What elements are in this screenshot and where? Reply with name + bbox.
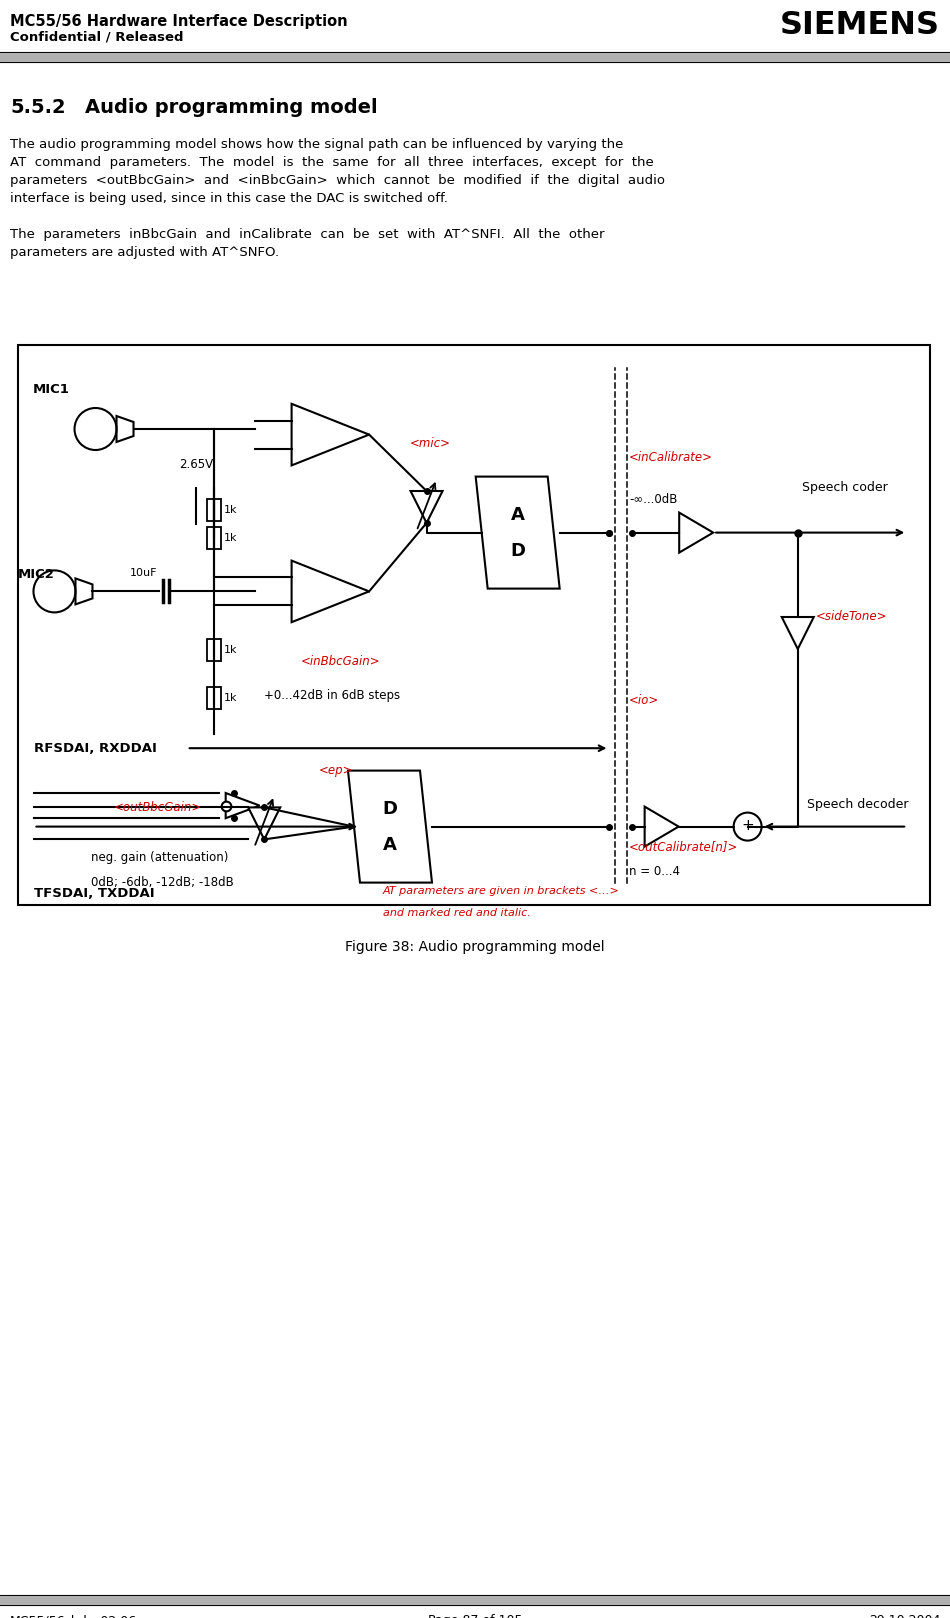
Polygon shape [782, 616, 814, 649]
Text: TFSDAI, TXDDAI: TFSDAI, TXDDAI [33, 887, 154, 900]
Text: D: D [383, 799, 397, 817]
Bar [207, 500, 221, 521]
Text: and marked red and italic.: and marked red and italic. [383, 908, 530, 919]
Text: Confidential / Released: Confidential / Released [10, 31, 183, 44]
Text: <outBbcGain>: <outBbcGain> [114, 801, 202, 814]
Text: Page 87 of 105: Page 87 of 105 [428, 1615, 522, 1618]
Bar [18, 345, 930, 904]
Text: Speech coder: Speech coder [803, 481, 888, 495]
Bar [0, 52, 950, 61]
Text: parameters are adjusted with AT^SNFO.: parameters are adjusted with AT^SNFO. [10, 246, 279, 259]
Text: 1k: 1k [224, 505, 238, 515]
Text: Audio programming model: Audio programming model [85, 99, 377, 116]
Text: AT  command  parameters.  The  model  is  the  same  for  all  three  interfaces: AT command parameters. The model is the … [10, 155, 654, 168]
Bar [207, 686, 221, 709]
Text: RFSDAI, RXDDAI: RFSDAI, RXDDAI [33, 741, 157, 754]
Polygon shape [226, 793, 259, 819]
Text: -∞...0dB: -∞...0dB [629, 492, 677, 505]
Text: interface is being used, since in this case the DAC is switched off.: interface is being used, since in this c… [10, 193, 447, 205]
Text: <outCalibrate[n]>: <outCalibrate[n]> [629, 840, 738, 853]
Text: AT parameters are given in brackets <…>: AT parameters are given in brackets <…> [383, 887, 619, 896]
Text: +0...42dB in 6dB steps: +0...42dB in 6dB steps [264, 689, 400, 702]
Text: Figure 38: Audio programming model: Figure 38: Audio programming model [345, 940, 605, 955]
Polygon shape [348, 770, 432, 882]
Polygon shape [645, 807, 678, 846]
Text: parameters  <outBbcGain>  and  <inBbcGain>  which  cannot  be  modified  if  the: parameters <outBbcGain> and <inBbcGain> … [10, 175, 665, 188]
Text: The  parameters  inBbcGain  and  inCalibrate  can  be  set  with  AT^SNFI.  All : The parameters inBbcGain and inCalibrate… [10, 228, 604, 241]
Text: MIC1: MIC1 [32, 383, 69, 396]
Text: <inCalibrate>: <inCalibrate> [629, 450, 713, 463]
Polygon shape [679, 513, 713, 553]
Text: 1k: 1k [224, 693, 238, 702]
Bar [207, 639, 221, 662]
Text: D: D [510, 542, 525, 560]
Text: 1k: 1k [224, 646, 238, 655]
Text: 29.10.2004: 29.10.2004 [868, 1615, 940, 1618]
Text: Speech decoder: Speech decoder [807, 798, 908, 811]
Text: 2.65V: 2.65V [179, 458, 213, 471]
Text: SIEMENS: SIEMENS [780, 10, 940, 40]
Polygon shape [248, 807, 280, 840]
Polygon shape [476, 477, 560, 589]
Text: <inBbcGain>: <inBbcGain> [301, 655, 380, 668]
Text: MC55/56_hd_v02.06: MC55/56_hd_v02.06 [10, 1615, 137, 1618]
Text: A: A [383, 835, 397, 854]
Text: <ep>: <ep> [319, 764, 353, 777]
Text: 5.5.2: 5.5.2 [10, 99, 66, 116]
Text: A: A [511, 505, 524, 524]
Text: <mic>: <mic> [410, 437, 451, 450]
Text: 10uF: 10uF [130, 568, 158, 578]
Text: neg. gain (attenuation): neg. gain (attenuation) [91, 851, 228, 864]
Polygon shape [410, 490, 443, 523]
Text: 0dB; -6db, -12dB; -18dB: 0dB; -6db, -12dB; -18dB [91, 875, 234, 890]
Text: 1k: 1k [224, 534, 238, 544]
Text: <io>: <io> [629, 694, 659, 707]
Bar [0, 1595, 950, 1605]
Text: MC55/56 Hardware Interface Description: MC55/56 Hardware Interface Description [10, 15, 348, 29]
Bar [207, 527, 221, 549]
Text: The audio programming model shows how the signal path can be influenced by varyi: The audio programming model shows how th… [10, 138, 623, 150]
Text: MIC2: MIC2 [18, 568, 55, 581]
Text: +: + [741, 819, 754, 833]
Text: n = 0...4: n = 0...4 [629, 866, 680, 879]
Text: <sideTone>: <sideTone> [816, 610, 887, 623]
